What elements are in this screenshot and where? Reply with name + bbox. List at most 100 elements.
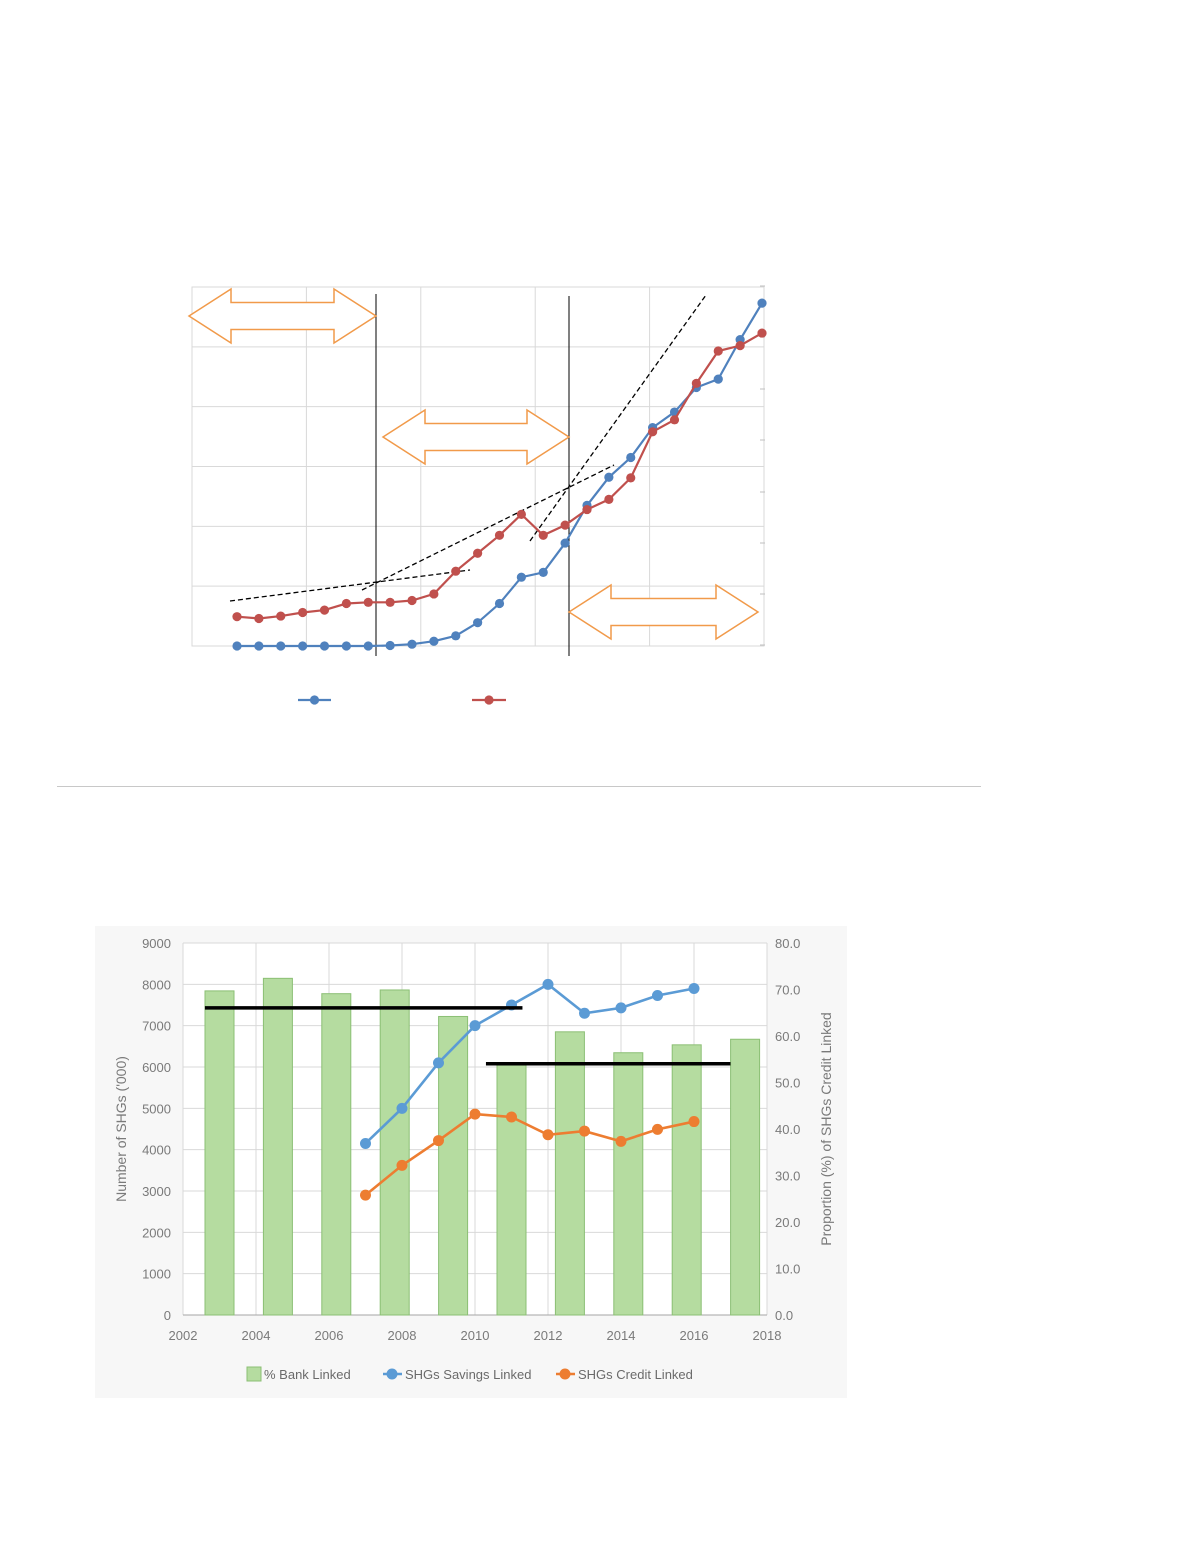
phase-double-arrow	[187, 287, 378, 345]
series-blue-point	[298, 641, 308, 651]
series-red-point	[363, 597, 373, 607]
savings-linked-point	[688, 982, 700, 994]
series-red-point	[276, 611, 286, 621]
series-red-point	[429, 589, 439, 599]
credit-linked-point	[469, 1108, 481, 1120]
y-right-axis-title: Proportion (%) of SHGs Credit Linked	[818, 1012, 834, 1245]
trend-line-dashed	[229, 569, 471, 602]
series-red-point	[473, 548, 483, 558]
credit-linked-line	[364, 1112, 695, 1197]
x-tick-label: 2016	[680, 1328, 709, 1343]
legend-marker-credit-linked	[559, 1368, 571, 1380]
savings-linked-point	[396, 1102, 408, 1114]
y-right-tick-label: 0.0	[775, 1308, 793, 1323]
bar-bank-linked	[671, 1044, 702, 1316]
y-left-tick-label: 6000	[142, 1060, 171, 1075]
series-blue-point	[407, 639, 417, 649]
series-red-point	[669, 415, 680, 425]
legend-marker-red	[484, 695, 494, 705]
y-right-tick-label: 20.0	[775, 1215, 800, 1230]
series-red-point	[626, 473, 636, 483]
credit-linked-point	[652, 1123, 663, 1135]
bar-bank-linked	[730, 1038, 761, 1316]
y-right-tick-label: 50.0	[775, 1076, 800, 1091]
x-tick-label: 2014	[607, 1328, 636, 1343]
savings-linked-point	[360, 1137, 371, 1149]
series-blue-point	[232, 641, 242, 651]
series-red-point	[341, 598, 351, 609]
series-red-point	[385, 597, 395, 607]
bar-bank-linked	[613, 1052, 644, 1316]
series-red-point	[232, 612, 242, 622]
series-blue-point	[429, 636, 439, 646]
series-blue-point	[363, 641, 373, 651]
credit-linked-point	[360, 1189, 371, 1201]
x-tick-label: 2012	[534, 1328, 563, 1343]
phase-double-arrow	[567, 583, 760, 641]
credit-linked-point	[615, 1135, 627, 1147]
top-line-chart	[187, 285, 767, 705]
series-red-point	[298, 607, 308, 618]
savings-linked-point	[615, 1002, 627, 1014]
x-tick-label: 2010	[461, 1328, 490, 1343]
y-left-tick-label: 1000	[142, 1267, 171, 1282]
x-tick-label: 2018	[753, 1328, 782, 1343]
savings-linked-point	[542, 978, 554, 990]
series-red-point	[648, 427, 658, 437]
credit-linked-point	[579, 1125, 590, 1137]
phase-double-arrow	[381, 408, 571, 466]
bar-bank-linked	[379, 989, 410, 1316]
credit-linked-point	[396, 1159, 408, 1171]
credit-linked-point	[542, 1129, 554, 1141]
trend-line-dashed	[361, 464, 615, 591]
section-divider	[57, 786, 981, 787]
x-tick-label: 2002	[169, 1328, 198, 1343]
series-blue-point	[276, 641, 286, 651]
series-red-point	[451, 566, 461, 576]
y-left-tick-label: 7000	[142, 1019, 171, 1034]
bar-bank-linked	[321, 993, 352, 1316]
series-red-point	[538, 530, 548, 540]
y-left-tick-label: 4000	[142, 1143, 171, 1158]
series-blue-point	[713, 374, 723, 384]
series-red-point	[691, 378, 701, 388]
series-red-point	[757, 328, 767, 338]
x-tick-label: 2006	[315, 1328, 344, 1343]
x-tick-label: 2008	[388, 1328, 417, 1343]
legend-label-credit-linked: SHGs Credit Linked	[578, 1367, 693, 1382]
series-red-point	[560, 520, 570, 530]
savings-linked-point	[579, 1007, 590, 1019]
savings-linked-point	[652, 989, 663, 1001]
series-blue-point	[516, 572, 526, 582]
series-blue-point	[254, 641, 264, 651]
y-left-tick-label: 9000	[142, 936, 171, 951]
y-left-tick-label: 3000	[142, 1184, 171, 1199]
y-left-axis-title: Number of SHGs ('000)	[113, 1056, 129, 1202]
series-blue-point	[451, 631, 461, 641]
series-red-point	[407, 595, 417, 606]
x-tick-label: 2004	[242, 1328, 271, 1343]
legend-label-bank-linked: % Bank Linked	[264, 1367, 351, 1382]
series-blue-point	[319, 641, 330, 651]
bar-bank-linked	[554, 1031, 585, 1316]
series-blue-point	[538, 567, 548, 578]
series-red-point	[713, 346, 723, 356]
legend-label-savings-linked: SHGs Savings Linked	[405, 1367, 531, 1382]
series-blue-point	[604, 472, 614, 482]
series-red-point	[516, 509, 526, 519]
legend-marker-savings-linked	[386, 1368, 398, 1380]
credit-linked-point	[433, 1135, 444, 1147]
y-left-tick-label: 8000	[142, 977, 171, 992]
bar-bank-linked	[496, 1063, 527, 1316]
y-left-tick-label: 0	[164, 1308, 171, 1323]
bar-bank-linked	[262, 977, 293, 1316]
savings-linked-line	[364, 982, 695, 1145]
series-red-point	[735, 341, 745, 351]
series-blue-point	[473, 618, 483, 628]
series-red-point	[494, 530, 505, 540]
y-right-tick-label: 30.0	[775, 1169, 800, 1184]
credit-linked-point	[688, 1116, 700, 1128]
series-blue-point	[341, 641, 351, 651]
bar-bank-linked	[438, 1015, 469, 1316]
